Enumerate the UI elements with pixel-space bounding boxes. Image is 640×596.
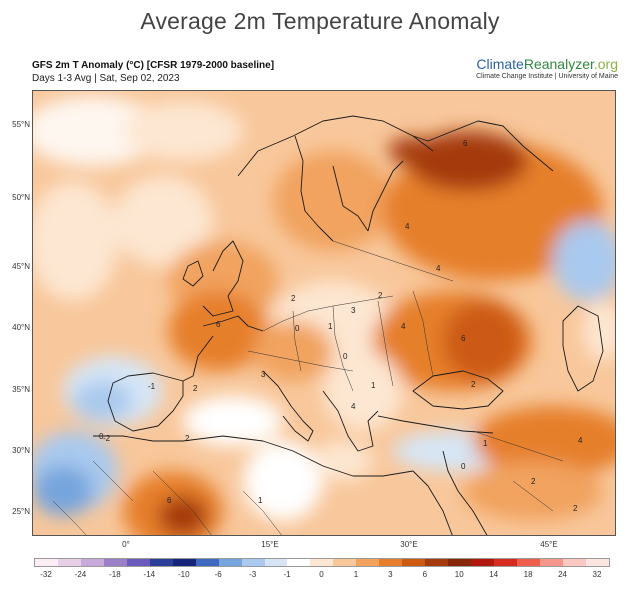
contour-label: -1 bbox=[148, 382, 156, 391]
color-swatch bbox=[402, 559, 426, 566]
color-scale-tick: 32 bbox=[592, 570, 602, 579]
contour-label: 2 bbox=[573, 504, 578, 513]
contour-label: 1 bbox=[258, 496, 263, 505]
color-scale-tick: 3 bbox=[388, 570, 393, 579]
color-scale-tick: 18 bbox=[523, 570, 533, 579]
anomaly-field bbox=[33, 96, 615, 535]
color-swatch bbox=[103, 559, 127, 566]
color-scale-tick: 6 bbox=[422, 570, 428, 579]
lat-label: 35°N bbox=[12, 385, 30, 394]
contour-labels: 4 6 2 0 -1 -2 6 1 3 4 2 0 4 6 2 1 4 2 1 … bbox=[99, 139, 583, 513]
brand-reanalyzer: Reanalyzer bbox=[523, 56, 594, 72]
color-swatch bbox=[562, 559, 586, 566]
color-scale-tick: 1 bbox=[353, 570, 359, 579]
lat-label: 50°N bbox=[12, 193, 30, 202]
color-swatch bbox=[379, 559, 403, 566]
color-scale-tick: -24 bbox=[74, 570, 87, 579]
contour-label: 1 bbox=[483, 439, 488, 448]
contour-label: 4 bbox=[436, 264, 441, 273]
contour-label: 0 bbox=[461, 462, 466, 471]
contour-label: -2 bbox=[103, 434, 111, 443]
contour-label: 2 bbox=[378, 291, 383, 300]
color-swatch bbox=[471, 559, 495, 566]
lat-label: 55°N bbox=[12, 120, 30, 129]
anomaly-map: 4 6 2 0 -1 -2 6 1 3 4 2 0 4 6 2 1 4 2 1 … bbox=[32, 90, 616, 536]
contour-label: 0 bbox=[295, 324, 300, 333]
color-swatch bbox=[448, 559, 472, 566]
lat-label: 40°N bbox=[12, 323, 30, 332]
brand-climate: Climate bbox=[476, 56, 524, 72]
lon-label: 30°E bbox=[400, 540, 418, 549]
color-swatch bbox=[172, 559, 196, 566]
color-swatch bbox=[149, 559, 173, 566]
contour-label: 6 bbox=[216, 320, 221, 329]
date-line: Days 1-3 Avg | Sat, Sep 02, 2023 bbox=[32, 73, 180, 84]
color-scale-tick: -1 bbox=[283, 570, 291, 579]
color-swatch bbox=[494, 559, 518, 566]
color-swatch bbox=[126, 559, 150, 566]
contour-label: 2 bbox=[531, 477, 536, 486]
contour-label: 4 bbox=[401, 322, 406, 331]
color-scale-tick: 0 bbox=[319, 570, 324, 579]
color-swatch bbox=[218, 559, 242, 566]
contour-label: 4 bbox=[578, 436, 583, 445]
color-scale-tick: -32 bbox=[40, 570, 52, 579]
contour-label: 3 bbox=[351, 306, 356, 315]
color-swatch bbox=[57, 559, 81, 566]
color-swatch bbox=[585, 559, 609, 566]
color-scale-tick: 24 bbox=[558, 570, 568, 579]
contour-label: 0 bbox=[343, 352, 348, 361]
lat-label: 30°N bbox=[12, 446, 30, 455]
color-scale-tick: -14 bbox=[143, 570, 156, 579]
color-scale-tick: -6 bbox=[214, 570, 222, 579]
contour-label: 2 bbox=[291, 294, 296, 303]
contour-label: 6 bbox=[167, 496, 172, 505]
color-swatch bbox=[333, 559, 357, 566]
lat-label: 25°N bbox=[12, 507, 30, 516]
color-swatch bbox=[264, 559, 288, 566]
borders bbox=[52, 240, 564, 535]
color-swatch bbox=[241, 559, 265, 566]
coastlines bbox=[93, 115, 604, 535]
color-swatch bbox=[35, 559, 58, 566]
color-scale-tick: 10 bbox=[454, 570, 464, 579]
color-swatch bbox=[425, 559, 449, 566]
map-subtitle: GFS 2m T Anomaly (°C) [CFSR 1979-2000 ba… bbox=[32, 60, 275, 71]
color-scale-tick: -3 bbox=[249, 570, 257, 579]
color-swatch bbox=[517, 559, 540, 566]
color-swatch bbox=[356, 559, 380, 566]
color-swatch bbox=[539, 559, 563, 566]
contour-label: 0 bbox=[99, 432, 104, 441]
contour-label: 4 bbox=[351, 402, 356, 411]
contour-label: 2 bbox=[193, 384, 198, 393]
color-swatch bbox=[287, 559, 311, 566]
contour-label: 6 bbox=[461, 334, 466, 343]
color-swatch bbox=[310, 559, 334, 566]
brand-institute: Climate Change Institute | University of… bbox=[476, 73, 618, 80]
contour-label: 4 bbox=[405, 222, 410, 231]
contour-label: 2 bbox=[185, 434, 190, 443]
lon-label: 45°E bbox=[540, 540, 558, 549]
brand-org: .org bbox=[593, 56, 618, 72]
color-scale-tick: 14 bbox=[489, 570, 499, 579]
contour-label: 6 bbox=[463, 139, 468, 148]
color-scale-tick: -10 bbox=[177, 570, 190, 579]
map-svg: 4 6 2 0 -1 -2 6 1 3 4 2 0 4 6 2 1 4 2 1 … bbox=[33, 91, 615, 535]
contour-label: 1 bbox=[328, 322, 333, 331]
color-scale-bar bbox=[34, 558, 610, 567]
color-scale-tick: -18 bbox=[109, 570, 121, 579]
page-title: Average 2m Temperature Anomaly bbox=[140, 8, 500, 34]
color-swatch bbox=[80, 559, 104, 566]
lon-label: 0° bbox=[122, 540, 130, 549]
brand-logo[interactable]: ClimateReanalyzer.org Climate Change Ins… bbox=[476, 56, 618, 80]
lat-label: 45°N bbox=[12, 262, 30, 271]
color-swatch bbox=[195, 559, 219, 566]
contour-label: 3 bbox=[261, 370, 266, 379]
contour-label: 1 bbox=[371, 381, 376, 390]
lon-label: 15°E bbox=[261, 540, 279, 549]
contour-label: 2 bbox=[471, 380, 476, 389]
